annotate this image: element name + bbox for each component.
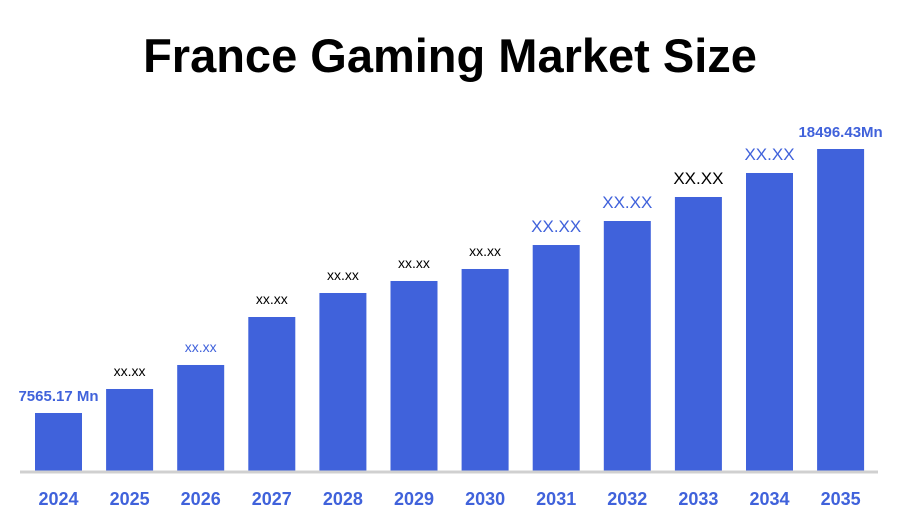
data-label: xx.xx [327,267,359,283]
bar-2032 [603,221,651,472]
data-label: xx.xx [398,255,430,271]
data-label: xx.xx [469,243,501,259]
x-tick-label: 2034 [749,489,789,509]
bar-2030 [461,268,509,472]
x-tick-label: 2028 [323,489,363,509]
bar-2034 [746,172,793,473]
x-tick-label: 2024 [38,489,78,509]
x-tick-label: 2027 [252,489,292,509]
data-label: xx.xx [114,363,146,379]
bar-2031 [532,245,580,472]
bar-2026 [177,364,225,472]
bar-2027 [248,317,296,472]
bar-2028 [319,292,367,472]
data-label: XX.XX [744,145,794,164]
data-label: xx.xx [256,291,288,307]
x-tick-label: 2030 [465,489,505,509]
data-label: 18496.43Mn [798,124,882,141]
bar-2033 [674,196,722,472]
x-tick-label: 2029 [394,489,434,509]
bar-2029 [390,280,438,472]
data-label: xx.xx [185,339,217,355]
x-tick-label: 2032 [607,489,647,509]
x-tick-label: 2031 [536,489,576,509]
x-tick-label: 2026 [181,489,221,509]
data-label: XX.XX [531,217,581,236]
x-tick-label: 2035 [821,489,861,509]
data-label: XX.XX [673,169,723,188]
x-tick-label: 2033 [678,489,718,509]
chart-title: France Gaming Market Size [143,29,757,82]
bar-2024 [35,412,82,472]
bar-2035 [817,149,865,472]
bar-2025 [106,388,154,472]
data-label: XX.XX [602,193,652,212]
x-tick-label: 2025 [110,489,150,509]
data-label: 7565.17 Mn [18,388,98,405]
